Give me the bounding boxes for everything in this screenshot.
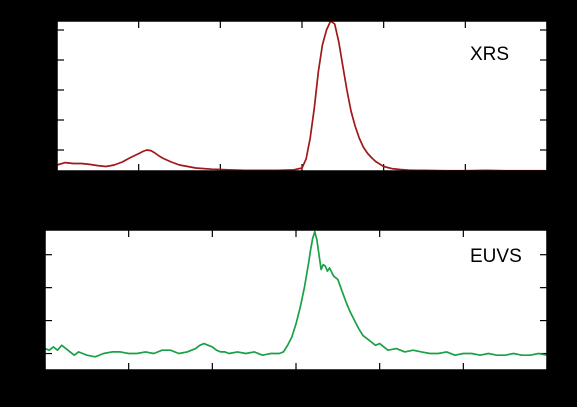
xrays-y-tick-label: 3: [48, 86, 54, 97]
xrays-x-tick-label: 12:00: [532, 176, 562, 187]
euv-y-axis-label: 10⁻³ Watts/m²: [7, 261, 18, 339]
xrays-x-tick-label: 11:20: [369, 176, 399, 187]
euv-frame: [44, 229, 548, 371]
euv-y-tick-label: 1.04: [18, 350, 42, 361]
euv-x-tick-label: 12:00: [532, 384, 562, 395]
euv-x-tick-label: 10:40: [197, 384, 227, 395]
xrays-y-tick-label: 4: [48, 56, 54, 67]
xrays-y-axis-label: 10⁻⁴ Watts/m²: [17, 57, 28, 135]
xrays-x-axis-label: UTC 21-Jan-2017: [257, 184, 347, 195]
xrays-x-tick-label: 10:20: [124, 176, 154, 187]
xrays-y-tick-label: 1: [48, 146, 54, 157]
exis-annotation: EXIS: [475, 198, 518, 219]
euv-x-tick-label: 11:40: [448, 384, 478, 395]
euv-series-line: [44, 230, 548, 358]
euv-y-tick-label: 1.06: [18, 317, 42, 328]
xrays-series-line: [56, 20, 547, 172]
euv-x-tick-label: 10:20: [114, 384, 144, 395]
euv-panel: Extreme Ultraviolet 10⁻³ Watts/m² UTC 21…: [7, 215, 562, 404]
xrs-annotation: XRS: [470, 44, 509, 65]
xrays-x-tick-label: 10:00: [42, 176, 72, 187]
euv-y-tick-label: 1.08: [18, 284, 42, 295]
xrays-title: X-Rays: [280, 6, 320, 19]
xrays-x-tick-label: 11:00: [287, 176, 317, 187]
euv-x-tick-label: 10:00: [30, 384, 60, 395]
euv-x-axis-label: UTC 21-Jan-2017: [257, 393, 347, 404]
xrays-ticks: 10:00 10:20 10:40 11:00 11:20 11:40 12:00 1 2 3 4 5: [42, 21, 562, 187]
xrays-y-tick-label: 5: [48, 26, 54, 37]
euvs-annotation: EUVS: [470, 246, 522, 267]
euv-x-tick-label: 11:20: [365, 384, 395, 395]
xrays-x-tick-label: 10:40: [205, 176, 235, 187]
euv-title: Extreme Ultraviolet: [235, 215, 361, 228]
euv-x-tick-label: 11:00: [281, 384, 311, 395]
euv-y-tick-label: 1.10: [18, 251, 42, 262]
xrays-x-tick-label: 11:40: [450, 176, 480, 187]
xrays-frame: [56, 20, 548, 172]
xrays-y-tick-label: 2: [48, 116, 54, 127]
xrays-plot-area: [57, 21, 547, 171]
xrays-panel: X-Rays 10⁻⁴ Watts/m² UTC 21-Jan-2017 10:…: [17, 6, 562, 195]
euv-plot-area: [45, 230, 547, 370]
